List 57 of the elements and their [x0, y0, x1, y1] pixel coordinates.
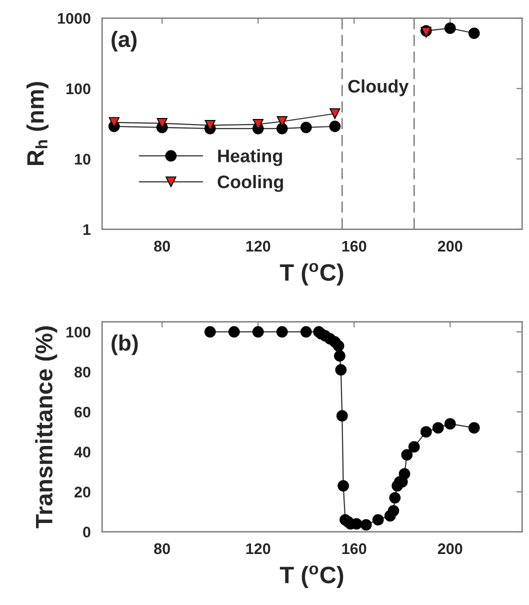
point [388, 505, 400, 516]
point [276, 122, 288, 134]
point [468, 28, 480, 39]
point [335, 364, 347, 376]
point [204, 326, 216, 338]
point [204, 120, 216, 131]
x-tick-label: 160 [342, 543, 366, 554]
x-axis-title: T ($^{o}$C) [280, 565, 344, 588]
point [330, 108, 340, 119]
point [360, 519, 372, 530]
point [300, 122, 312, 134]
legend-label: Cooling [218, 175, 283, 192]
point [444, 22, 456, 34]
y-tick-label: 10 [74, 154, 90, 165]
annotation: Cloudy [348, 79, 409, 96]
x-tick-label: 120 [246, 240, 270, 252]
x-tick-label: 200 [438, 240, 462, 252]
point [398, 468, 410, 480]
y-tick-label: 1000 [58, 13, 90, 24]
y-axis-title: Transmittance (%) [35, 326, 58, 528]
x-tick-label: 80 [154, 543, 170, 554]
point [329, 120, 341, 132]
point [338, 480, 350, 492]
point [332, 340, 344, 352]
y-tick-label: 20 [74, 486, 90, 498]
point [444, 418, 456, 430]
y-tick-label: 100 [66, 326, 90, 338]
y-tick-label: 1 [83, 224, 91, 235]
point [336, 410, 348, 422]
point [389, 492, 401, 504]
annotation: (a) [112, 30, 137, 52]
y-tick-label: 0 [83, 526, 90, 538]
point [108, 117, 120, 128]
point [300, 326, 312, 338]
point [432, 422, 444, 434]
x-axis-title: T ($^{o}$C) [280, 262, 344, 286]
y-tick-label: 80 [74, 366, 90, 378]
point [468, 422, 480, 434]
x-tick-label: 80 [154, 240, 170, 252]
point [276, 116, 288, 127]
annotation: (b) [112, 334, 138, 356]
point [276, 326, 288, 338]
point [372, 514, 384, 526]
y-axis-title: R$_{h}$ (nm) [26, 82, 48, 165]
point [408, 441, 420, 453]
legend-label: Heating [218, 149, 282, 166]
y-tick-label: 100 [66, 83, 90, 94]
x-tick-label: 160 [342, 240, 366, 252]
point [334, 350, 346, 362]
x-tick-label: 200 [438, 543, 462, 554]
x-tick-label: 120 [246, 543, 270, 554]
y-tick-label: 40 [74, 446, 90, 458]
point [252, 326, 264, 338]
point [228, 326, 240, 338]
point [420, 426, 432, 438]
point [401, 449, 413, 461]
y-tick-label: 60 [74, 406, 90, 418]
